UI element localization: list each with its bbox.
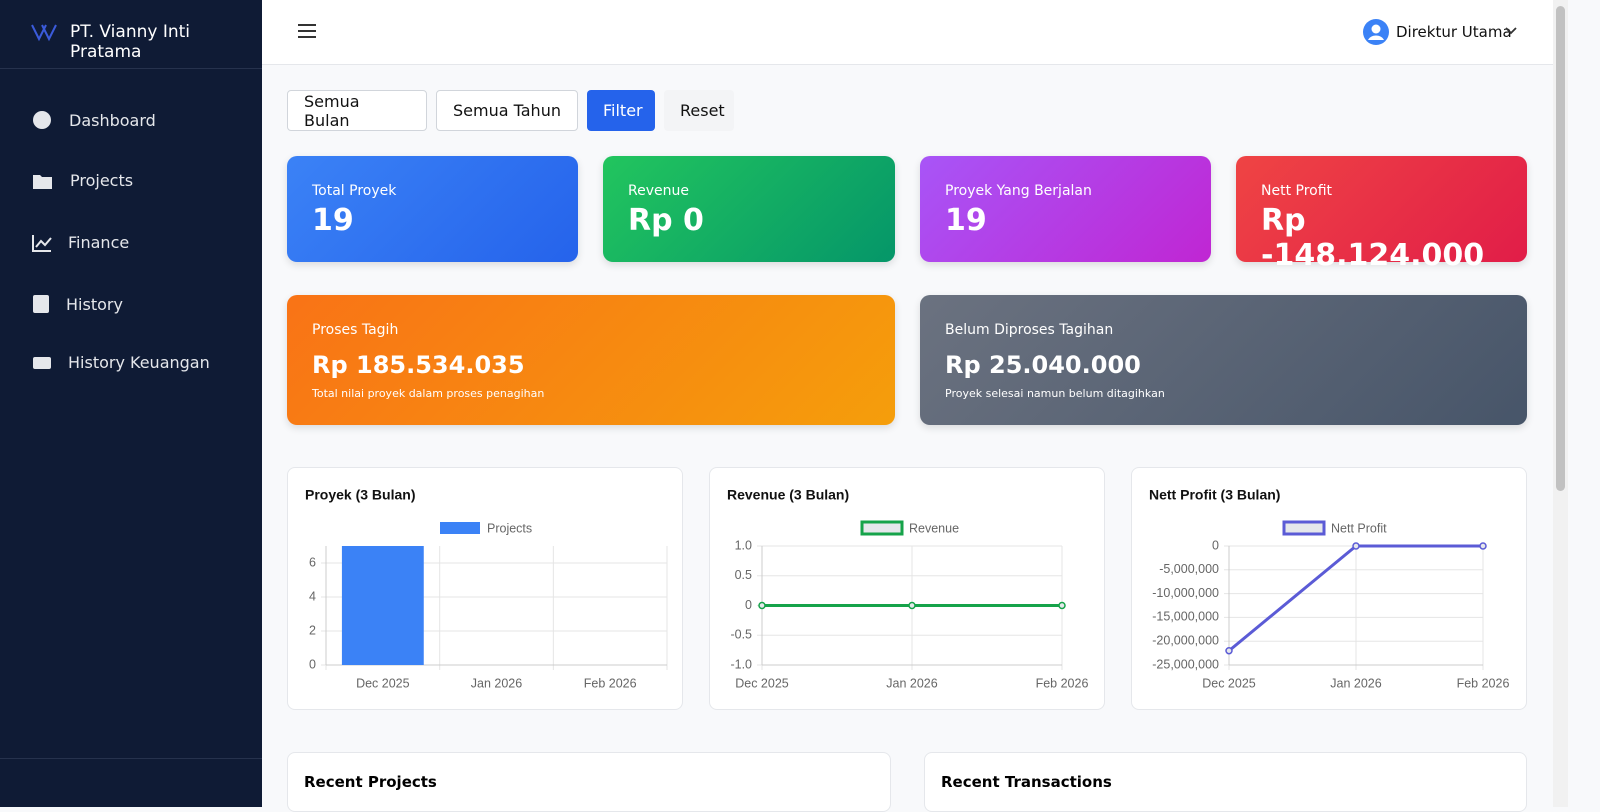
x-tick-label: Dec 2025 [1202, 676, 1256, 690]
year-select[interactable]: Semua Tahun [436, 90, 578, 131]
select-label: Semua Tahun [453, 101, 561, 120]
sidebar: PT. Vianny Inti Pratama Dashboard Projec… [0, 0, 262, 807]
avatar [1363, 19, 1389, 45]
stat-value: 19 [945, 203, 987, 238]
point [1058, 601, 1066, 610]
summary-card: Belum Diproses Tagihan Rp 25.040.000 Proye… [920, 295, 1527, 425]
x-tick-label: Feb 2026 [1036, 676, 1089, 690]
summary-value: Rp 25.040.000 [945, 351, 1141, 379]
menu-item[interactable]: Dashboard [32, 110, 156, 130]
scrollbar [1553, 0, 1568, 807]
topbar: Direktur Utama [262, 0, 1553, 65]
stat-card: Proyek Yang Berjalan 19 [920, 156, 1211, 262]
menu-label: Dashboard [69, 110, 156, 130]
bar [341, 546, 424, 665]
menu-label: History Keuangan [68, 353, 210, 372]
y-tick-label: 4 [309, 589, 316, 603]
y-tick-label: -5,000,000 [1159, 562, 1219, 576]
stat-card: Revenue Rp 0 [603, 156, 895, 262]
summary-note: Total nilai proyek dalam proses penagiha… [312, 387, 545, 400]
logo [31, 24, 57, 42]
point [1479, 542, 1487, 550]
y-tick-label: 0.5 [735, 568, 752, 582]
stat-value: Rp -148.124.000 [1261, 203, 1485, 273]
stat-label: Revenue [628, 183, 689, 199]
stat-value: 19 [312, 203, 354, 238]
legend-label: Revenue [909, 521, 959, 535]
point [1352, 542, 1360, 550]
caret [1505, 27, 1517, 35]
y-tick-label: -25,000,000 [1152, 657, 1219, 671]
x-tick-label: Feb 2026 [584, 676, 637, 690]
y-tick-label: 6 [309, 555, 316, 569]
y-tick-label: -0.5 [730, 628, 752, 642]
chart: Nett Profit (3 Bulan) Nett Profit -25,000,… [1149, 487, 1510, 691]
stat-label: Proyek Yang Berjalan [945, 183, 1092, 199]
brand: PT. Vianny Inti Pratama [70, 22, 191, 62]
y-tick-label: 0 [1212, 538, 1219, 552]
summary-value: Rp 185.534.035 [312, 351, 525, 379]
menu-label: History [66, 294, 123, 314]
summary-label: Proses Tagih [312, 322, 399, 338]
legend-swatch [860, 520, 904, 536]
x-tick-label: Dec 2025 [735, 676, 789, 690]
menu-item[interactable]: Projects [32, 171, 133, 190]
legend-swatch [440, 522, 480, 534]
menu-label: Projects [70, 171, 134, 190]
summary-label: Belum Diproses Tagihan [945, 322, 1114, 338]
legend-label: Projects [487, 521, 532, 535]
stat-value: Rp 0 [628, 203, 704, 238]
point [758, 601, 766, 610]
x-tick-label: Feb 2026 [1457, 676, 1510, 690]
stat-card: Total Proyek 19 [287, 156, 578, 262]
user-name[interactable]: Direktur Utama [1396, 23, 1512, 41]
y-tick-label: 0 [309, 657, 316, 671]
x-tick-label: Jan 2026 [886, 676, 937, 690]
filter-button[interactable]: Filter [587, 90, 655, 131]
menu-label: Finance [68, 233, 130, 252]
chart: Proyek (3 Bulan) Projects 0 2 4 6 Dec 2025 Jan … [305, 487, 668, 690]
y-tick-label: -10,000,000 [1152, 586, 1219, 600]
x-tick-label: Jan 2026 [1330, 676, 1381, 690]
month-select[interactable]: Semua Bulan [287, 90, 427, 131]
menu-item[interactable]: Finance [32, 233, 129, 252]
menu-item[interactable]: History Keuangan [32, 353, 210, 372]
chart: Revenue (3 Bulan) Revenue -1.0 -0.5 0 0.5 1.0 D… [727, 487, 1089, 691]
y-tick-label: -1.0 [730, 657, 752, 671]
x-tick-label: Dec 2025 [356, 676, 410, 690]
summary-card: Proses Tagih Rp 185.534.035 Total nilai pr… [287, 295, 895, 425]
y-tick-label: -15,000,000 [1152, 610, 1219, 624]
chart-card: Nett Profit (3 Bulan) Nett Profit -25,000,… [1131, 467, 1527, 710]
section-card: Recent Transactions [924, 752, 1527, 812]
summary-note: Proyek selesai namun belum ditagihkan [945, 387, 1165, 400]
chart-title: Proyek (3 Bulan) [305, 487, 415, 503]
reset-button[interactable]: Reset [664, 90, 734, 131]
point [908, 601, 916, 610]
menu-toggle[interactable] [298, 23, 316, 39]
legend-label: Nett Profit [1331, 521, 1387, 535]
chart-card: Revenue (3 Bulan) Revenue -1.0 -0.5 0 0.5 1.0 D… [709, 467, 1105, 710]
stat-label: Nett Profit [1261, 183, 1333, 199]
x-tick-label: Jan 2026 [471, 676, 522, 690]
section-title: Recent Transactions [941, 773, 1112, 791]
menu-item[interactable]: History [32, 294, 123, 314]
y-tick-label: 2 [309, 623, 316, 637]
point [1225, 646, 1233, 655]
section-card: Recent Projects [287, 752, 891, 812]
chart-title: Nett Profit (3 Bulan) [1149, 487, 1280, 503]
stat-label: Total Proyek [312, 183, 397, 199]
y-tick-label: 1.0 [735, 538, 752, 552]
stat-card: Nett Profit Rp -148.124.000 [1236, 156, 1527, 273]
y-tick-label: -20,000,000 [1152, 633, 1219, 647]
chart-title: Revenue (3 Bulan) [727, 487, 849, 503]
chart-card: Proyek (3 Bulan) Projects 0 2 4 6 Dec 2025 Jan … [287, 467, 683, 710]
select-label: Semua Bulan [304, 91, 360, 130]
section-title: Recent Projects [304, 773, 437, 791]
y-tick-label: 0 [745, 598, 752, 612]
legend-swatch [1282, 520, 1326, 536]
